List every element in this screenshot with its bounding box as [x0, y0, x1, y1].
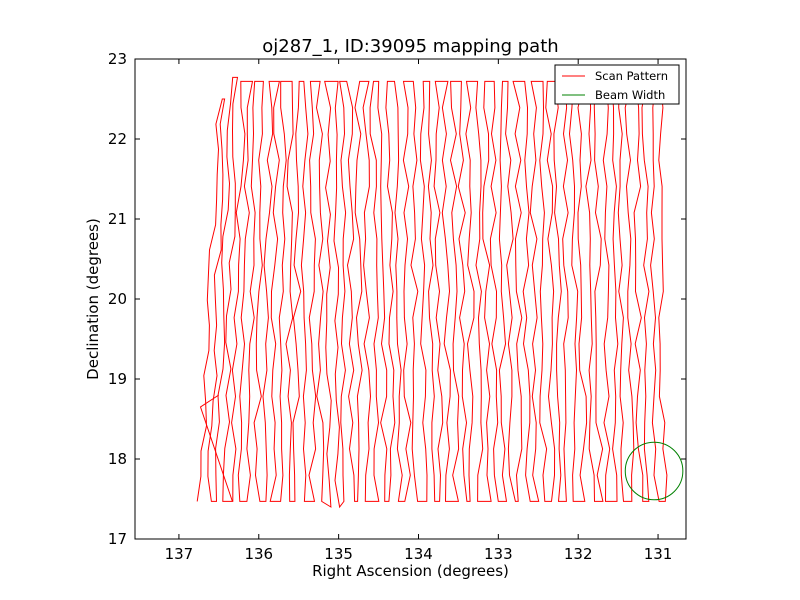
x-tick-label: 136 [244, 545, 273, 563]
x-tick-label: 134 [404, 545, 433, 563]
legend: Scan Pattern Beam Width [554, 64, 680, 105]
x-axis-label: Right Ascension (degrees) [312, 562, 509, 580]
y-tick-label: 19 [108, 370, 127, 388]
y-tick-label: 22 [108, 130, 127, 148]
y-tick-label: 20 [108, 290, 127, 308]
y-tick-label: 23 [108, 50, 127, 68]
ticks-layer: 137 136 135 134 133 132 131 17 18 19 20 21 22 23 [108, 50, 686, 563]
y-tick-label: 18 [108, 450, 127, 468]
legend-label-scan-pattern: Scan Pattern [595, 69, 668, 83]
scan-pattern-path [196, 76, 668, 509]
chart-title: oj287_1, ID:39095 mapping path [262, 36, 558, 57]
beam-width-circle [624, 441, 684, 501]
x-tick-label: 132 [564, 545, 593, 563]
y-axis-label: Declination (degrees) [84, 218, 102, 380]
x-tick-label: 133 [484, 545, 513, 563]
legend-label-beam-width: Beam Width [595, 88, 665, 102]
legend-box [554, 64, 680, 105]
y-tick-label: 21 [108, 210, 127, 228]
scan-pattern-sweep [199, 394, 233, 502]
x-tick-label: 131 [644, 545, 673, 563]
y-tick-label: 17 [108, 530, 127, 548]
series-layer [196, 76, 684, 509]
x-tick-label: 135 [324, 545, 353, 563]
plot-area [135, 59, 686, 539]
plot-frame [134, 58, 687, 540]
x-tick-label: 137 [165, 545, 194, 563]
